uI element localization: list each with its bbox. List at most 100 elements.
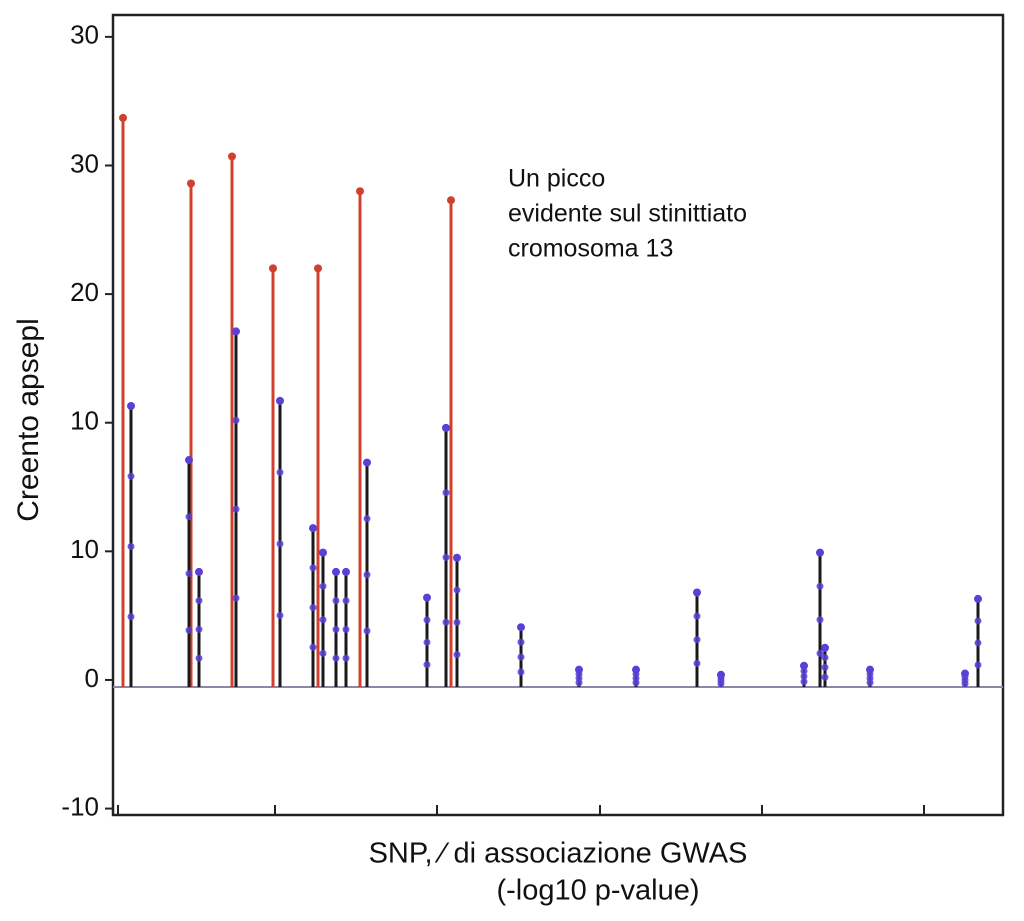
snp-dot <box>309 604 317 612</box>
snp-dot <box>423 638 431 646</box>
snp-dot <box>816 616 824 624</box>
snp-dot <box>319 582 327 590</box>
y-tick-label: 20 <box>70 277 99 307</box>
snp-dot <box>800 678 808 686</box>
stem-head <box>185 456 193 465</box>
snp-dot <box>816 649 824 657</box>
snp-dot <box>575 670 583 678</box>
snp-dot <box>442 553 450 561</box>
snp-dot <box>453 651 461 659</box>
y-axis-label: Creento apsepl <box>12 318 45 521</box>
snp-dot <box>127 613 135 621</box>
snp-dot <box>517 668 525 676</box>
stem-head <box>332 567 340 576</box>
stem-head <box>517 623 525 632</box>
snp-dot <box>319 649 327 657</box>
snp-dot <box>342 654 350 662</box>
snp-dot <box>693 659 701 667</box>
stem-head <box>974 594 982 603</box>
stem-head <box>187 179 195 188</box>
snp-dot <box>195 654 203 662</box>
annotation: Un picco <box>508 165 605 193</box>
snp-dot <box>232 416 240 424</box>
snp-dot <box>232 594 240 602</box>
snp-dot <box>309 643 317 651</box>
stem-head <box>447 196 455 205</box>
stem-head <box>693 588 701 597</box>
stem-head <box>816 548 824 557</box>
snp-dot <box>632 670 640 678</box>
snp-dot <box>717 674 725 682</box>
y-tick-label: 10 <box>70 534 99 564</box>
snp-dot <box>232 505 240 513</box>
stem-head <box>363 458 371 467</box>
snp-dot <box>127 472 135 480</box>
stem-head <box>276 396 284 405</box>
stem-head <box>319 548 327 557</box>
snp-dot <box>816 582 824 590</box>
stem-head <box>356 187 364 196</box>
snp-dot <box>866 670 874 678</box>
snp-dot <box>517 653 525 661</box>
snp-dot <box>442 489 450 497</box>
snp-dot <box>342 597 350 605</box>
stem-head <box>232 327 240 336</box>
snp-dot <box>309 564 317 572</box>
snp-dot <box>453 618 461 626</box>
stem-head <box>309 524 317 533</box>
x-axis-label: (-log10 p-value) <box>496 875 699 907</box>
snp-dot <box>276 611 284 619</box>
snp-dot <box>276 540 284 548</box>
stem-head <box>127 401 135 410</box>
annotation: cromosoma 13 <box>508 235 673 263</box>
snp-dot <box>442 618 450 626</box>
snp-dot <box>332 625 340 633</box>
stem-head <box>119 113 127 122</box>
snp-dot <box>319 616 327 624</box>
stem-head <box>453 553 461 562</box>
stem-head <box>423 593 431 602</box>
stem-head <box>228 152 236 161</box>
snp-dot <box>423 661 431 669</box>
stem-head <box>269 264 277 273</box>
stem-head <box>821 643 829 652</box>
snp-dot <box>185 569 193 577</box>
snp-dot <box>332 654 340 662</box>
snp-dot <box>693 612 701 620</box>
snp-dot <box>363 515 371 523</box>
snp-dot <box>195 597 203 605</box>
snp-dot <box>821 673 829 681</box>
snp-dot <box>342 625 350 633</box>
y-tick-label: 30 <box>70 20 99 50</box>
snp-dot <box>185 626 193 634</box>
stem-head <box>314 264 322 273</box>
snp-dot <box>185 513 193 521</box>
snp-dot <box>423 616 431 624</box>
snp-dot <box>821 663 829 671</box>
snp-dot <box>821 654 829 662</box>
snp-dot <box>363 571 371 579</box>
snp-dot <box>453 586 461 594</box>
snp-dot <box>800 667 808 675</box>
snp-dot <box>961 673 969 681</box>
y-tick-label: -10 <box>61 791 99 821</box>
stem-head <box>195 567 203 576</box>
snp-dot <box>195 625 203 633</box>
snp-dot <box>974 639 982 647</box>
snp-dot <box>363 627 371 635</box>
snp-dot <box>127 542 135 550</box>
plot-frame <box>111 13 1005 817</box>
annotation: evidente sul stinittiato <box>508 200 747 228</box>
snp-dot <box>974 617 982 625</box>
y-tick-label: 0 <box>85 663 99 693</box>
snp-dot <box>332 597 340 605</box>
stem-head <box>342 567 350 576</box>
x-axis-label: SNP, ⁄ di associazione GWAS <box>369 838 748 870</box>
stem-head <box>800 661 808 670</box>
stem-head <box>442 423 450 432</box>
snp-dot <box>974 661 982 669</box>
snp-dot <box>800 672 808 680</box>
y-tick-label: 10 <box>70 406 99 436</box>
y-tick-label: 30 <box>70 148 99 178</box>
